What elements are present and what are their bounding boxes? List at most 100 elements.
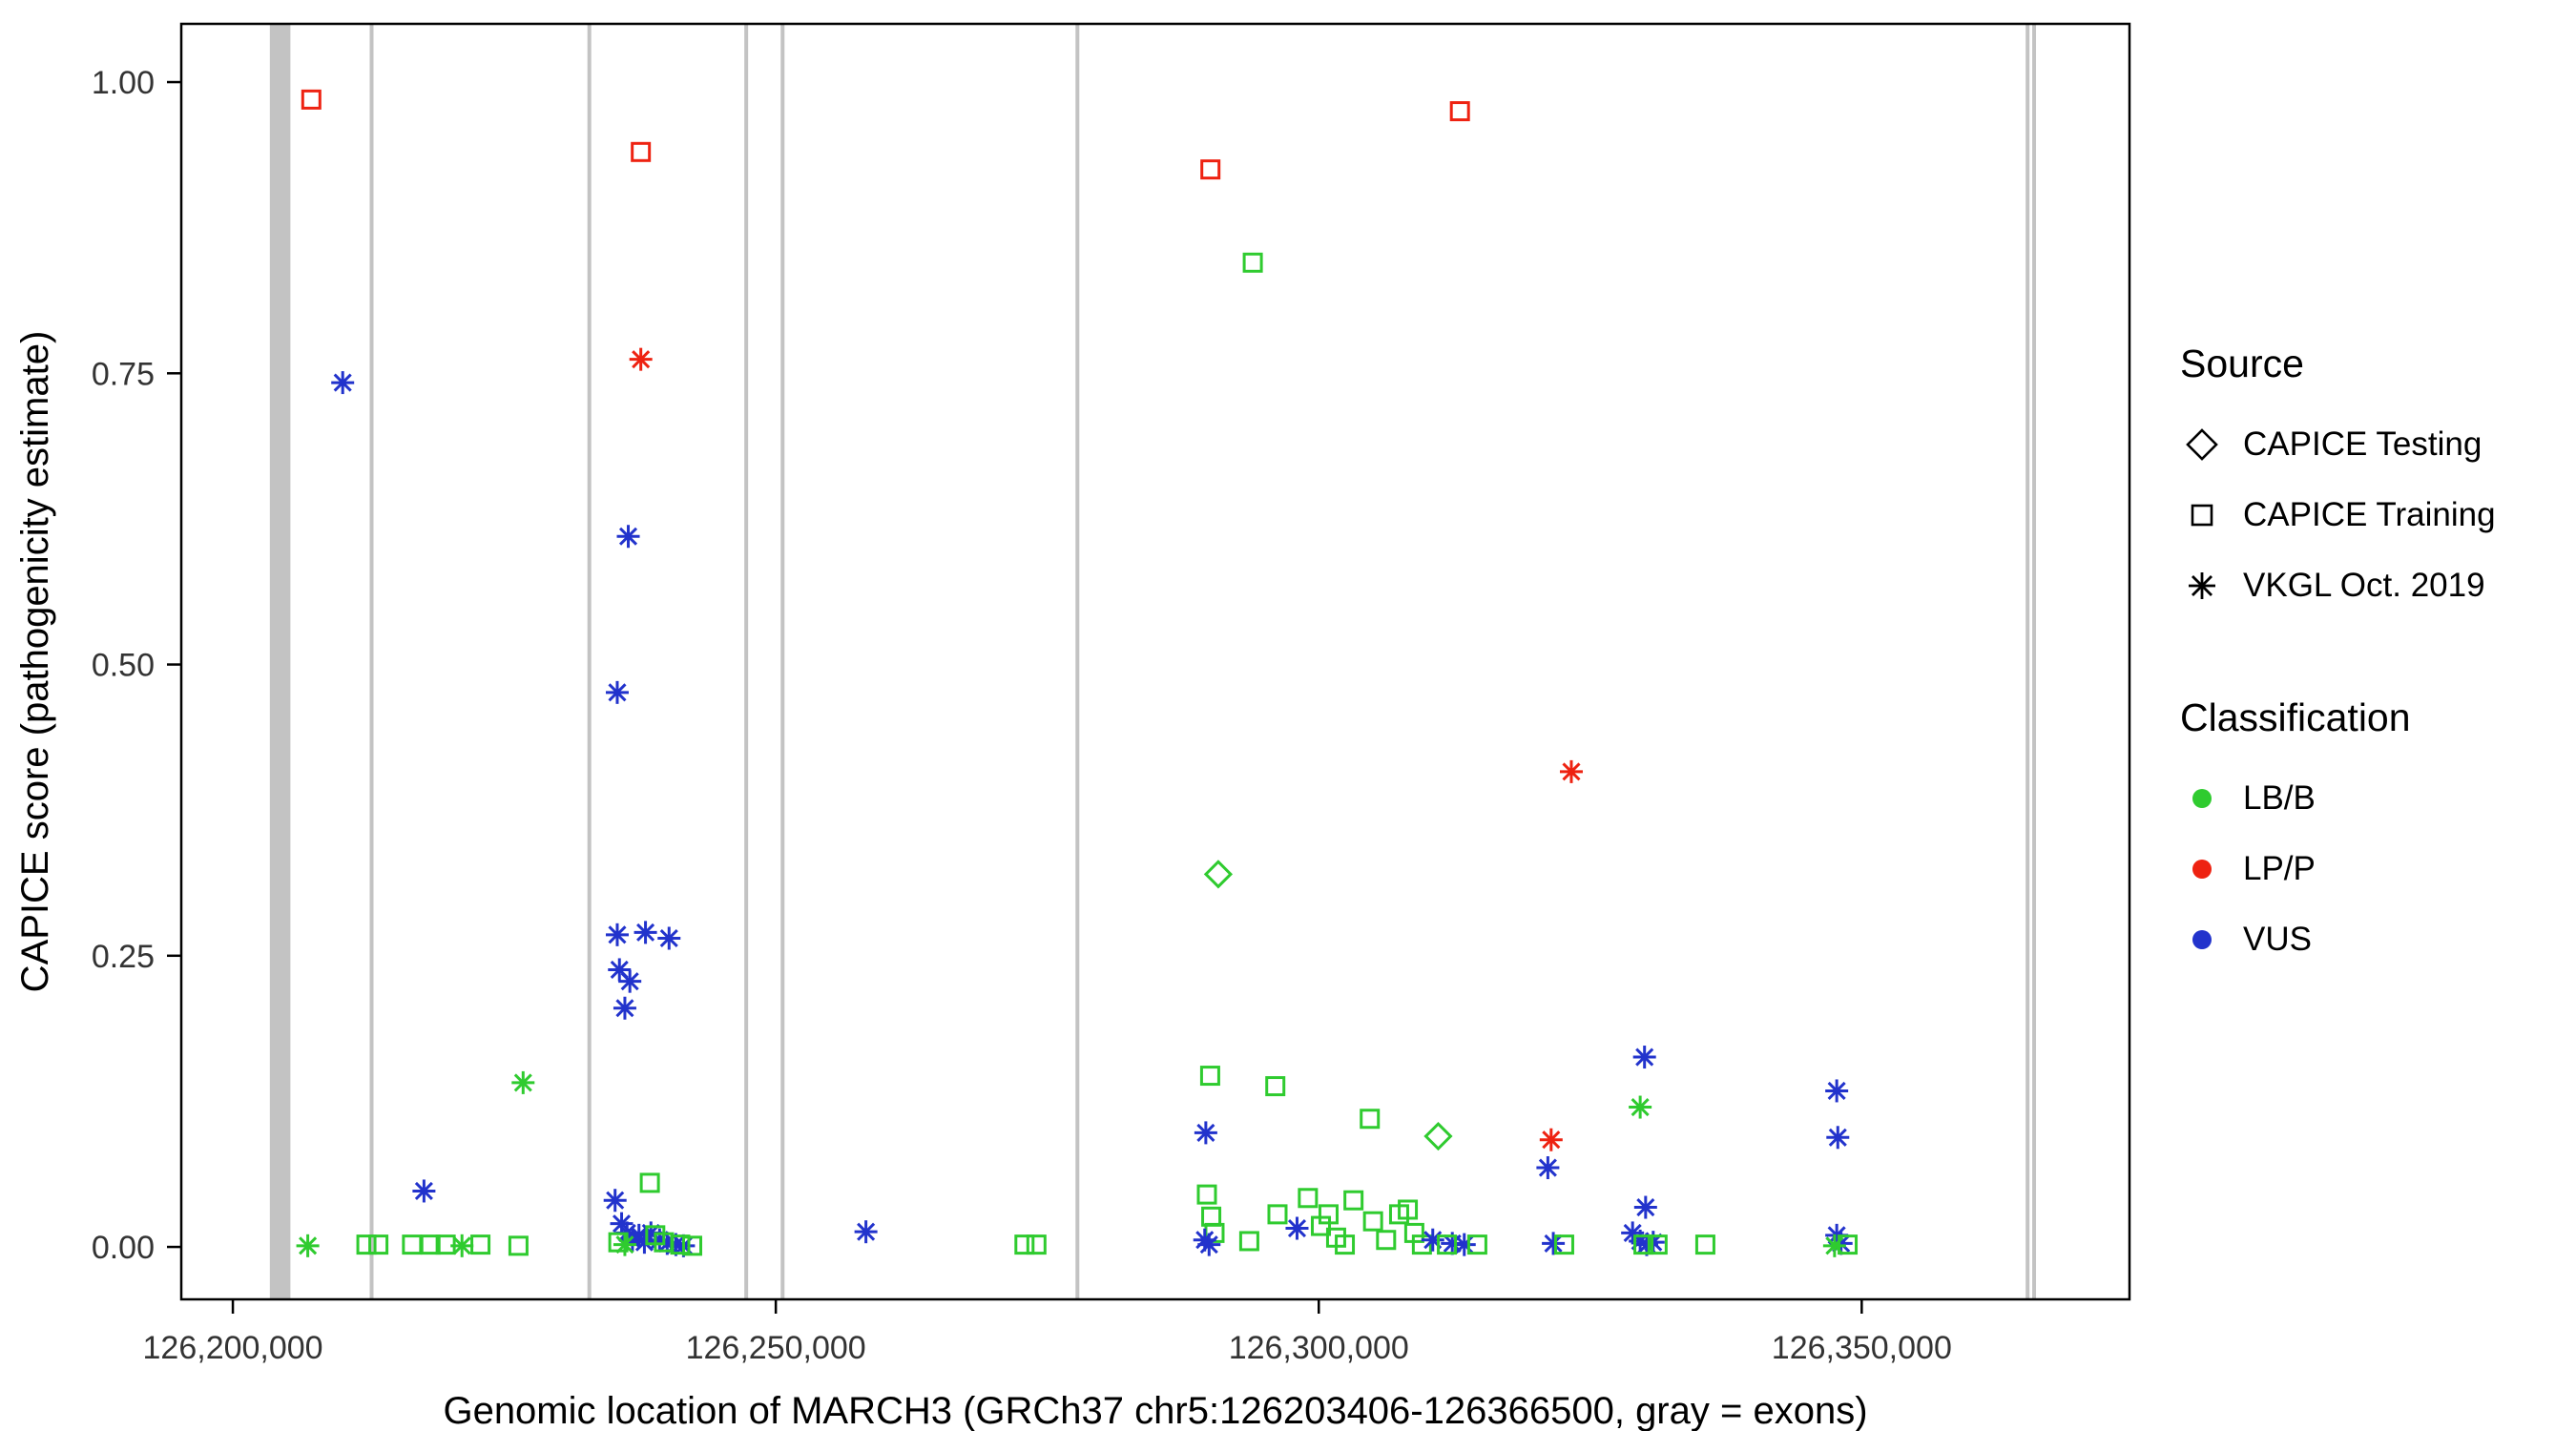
legend-item-label: LB/B (2243, 779, 2316, 817)
data-point (1449, 101, 1470, 122)
data-point (1423, 1231, 1443, 1250)
data-point (618, 527, 638, 546)
data-point (1635, 1047, 1654, 1067)
legend: Source CAPICE Testing CAPICE Training (2180, 342, 2496, 975)
data-point (513, 1073, 532, 1092)
exon-band (1075, 24, 1080, 1299)
red-dot-icon (2192, 860, 2212, 879)
data-point (1265, 1076, 1286, 1097)
exon-band (2032, 24, 2037, 1299)
data-point (1362, 1211, 1383, 1232)
y-tick-label: 0.25 (92, 939, 155, 975)
data-point (1437, 1234, 1458, 1255)
y-tick-label: 0.75 (92, 356, 155, 392)
data-point (639, 1172, 660, 1193)
data-point (414, 1181, 433, 1200)
x-tick-label: 126,200,000 (143, 1330, 323, 1366)
legend-item-vkgl: VKGL Oct. 2019 (2180, 550, 2496, 621)
data-point (1343, 1190, 1364, 1211)
data-point (857, 1222, 876, 1241)
data-point (368, 1234, 389, 1255)
data-point (1200, 159, 1221, 180)
data-point (1242, 252, 1263, 273)
data-point (1238, 1231, 1259, 1252)
legend-classification-title: Classification (2180, 695, 2411, 739)
data-point (508, 1235, 529, 1256)
data-point (1542, 1130, 1561, 1150)
data-point (1553, 1234, 1574, 1255)
data-point (612, 1214, 632, 1234)
data-point (452, 1236, 471, 1255)
data-point (631, 141, 652, 162)
data-point (1562, 762, 1581, 781)
y-tick-label: 0.50 (92, 648, 155, 684)
data-point (1647, 1234, 1668, 1255)
legend-item-label: CAPICE Testing (2243, 425, 2483, 463)
data-point (636, 923, 655, 942)
legend-classification-section: Classification LB/B LP/P VUS (2180, 695, 2496, 975)
data-point (1694, 1234, 1715, 1255)
exon-band (780, 24, 785, 1299)
data-point (301, 89, 322, 110)
data-point (420, 1234, 441, 1255)
data-point (1636, 1197, 1655, 1217)
blue-dot-icon (2192, 930, 2212, 949)
data-point (659, 928, 678, 948)
data-point (1411, 1234, 1432, 1255)
data-point (1199, 1066, 1220, 1087)
legend-source-section: Source CAPICE Testing CAPICE Training (2180, 342, 2496, 621)
data-point (1196, 1184, 1217, 1205)
green-dot-icon (2192, 789, 2212, 808)
data-point (1199, 1235, 1218, 1255)
data-point (608, 683, 627, 702)
data-point (1544, 1234, 1563, 1253)
y-axis-title: CAPICE score (pathogenicity estimate) (14, 331, 56, 993)
legend-item-label: VKGL Oct. 2019 (2243, 567, 2485, 604)
legend-item-lpp: LP/P (2180, 834, 2496, 904)
exon-band (269, 24, 291, 1299)
exon-band (744, 24, 749, 1299)
data-point (670, 1234, 691, 1255)
exon-band (587, 24, 592, 1299)
data-point (1267, 1204, 1288, 1225)
data-point (1287, 1218, 1307, 1238)
legend-item-vus: VUS (2180, 904, 2496, 975)
data-point (1825, 1236, 1844, 1255)
data-point (610, 960, 629, 980)
legend-item-label: VUS (2243, 921, 2312, 958)
data-point (1201, 1206, 1222, 1227)
data-point (299, 1236, 318, 1255)
legend-source-title: Source (2180, 342, 2304, 385)
data-point (1298, 1188, 1319, 1209)
legend-item-label: CAPICE Training (2243, 496, 2496, 533)
x-tick-label: 126,300,000 (1229, 1330, 1409, 1366)
data-point (1360, 1109, 1381, 1130)
legend-item-capice-testing: CAPICE Testing (2180, 409, 2496, 480)
exon-band (369, 24, 374, 1299)
data-point (1828, 1128, 1847, 1147)
asterisk-icon (2189, 572, 2215, 599)
data-point (1203, 860, 1234, 889)
data-point (1631, 1097, 1650, 1117)
data-point (1376, 1230, 1397, 1251)
data-point (632, 350, 651, 369)
data-point (1827, 1081, 1846, 1100)
data-point (333, 373, 352, 392)
data-point (1423, 1121, 1453, 1151)
plot-panel-border (179, 22, 2131, 1301)
x-tick-label: 126,350,000 (1772, 1330, 1952, 1366)
data-point (620, 972, 639, 991)
data-point (1398, 1199, 1419, 1220)
x-axis-title: Genomic location of MARCH3 (GRCh37 chr5:… (443, 1390, 1867, 1431)
data-point (682, 1235, 703, 1256)
data-point (615, 999, 634, 1018)
legend-item-capice-training: CAPICE Training (2180, 480, 2496, 550)
data-point (1196, 1123, 1215, 1142)
data-point (1014, 1234, 1035, 1255)
data-point (1538, 1158, 1557, 1177)
data-point (1466, 1234, 1487, 1255)
data-point (470, 1234, 491, 1255)
legend-item-lbb: LB/B (2180, 763, 2496, 834)
